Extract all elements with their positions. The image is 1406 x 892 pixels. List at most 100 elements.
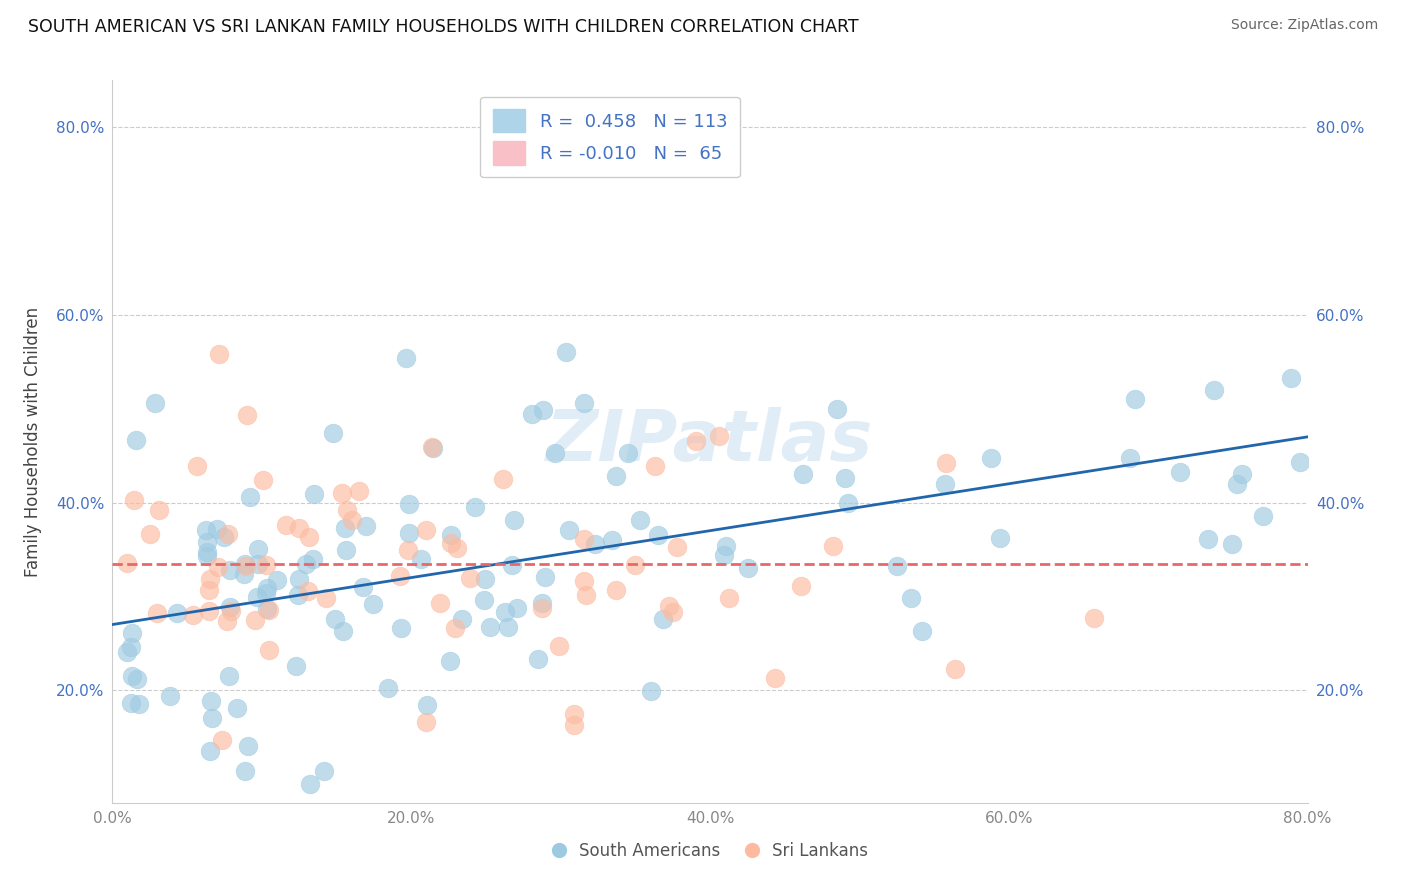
Point [1123,392,1146,407]
Point [315,591,337,605]
Point [205,522,228,536]
Point [479,620,502,634]
Text: Source: ZipAtlas.com: Source: ZipAtlas.com [1230,18,1378,32]
Point [252,473,274,487]
Y-axis label: Family Households with Children: Family Households with Children [24,307,42,576]
Point [221,604,243,618]
Point [935,456,957,470]
Point [243,613,266,627]
Point [494,605,516,619]
Point [120,640,142,654]
Point [911,624,934,639]
Point [943,662,966,676]
Point [934,477,956,491]
Point [640,684,662,698]
Point [398,526,420,541]
Point [572,574,595,588]
Point [236,409,259,423]
Point [716,540,738,554]
Point [295,558,318,572]
Point [215,614,238,628]
Point [628,513,651,527]
Point [506,601,529,615]
Point [211,732,233,747]
Point [440,527,463,541]
Point [388,569,411,583]
Point [415,523,437,537]
Point [200,694,222,708]
Point [195,545,218,559]
Point [198,572,221,586]
Point [352,580,374,594]
Point [623,558,645,573]
Point [1083,610,1105,624]
Point [737,561,759,575]
Text: ZIPatlas: ZIPatlas [547,407,873,476]
Point [531,600,554,615]
Point [547,640,569,654]
Point [256,581,278,595]
Point [446,541,468,555]
Point [186,458,208,473]
Point [247,557,270,571]
Point [527,652,550,666]
Point [225,700,247,714]
Point [340,513,363,527]
Point [440,536,463,550]
Point [233,558,256,572]
Point [886,559,908,574]
Point [572,396,595,410]
Point [117,556,139,570]
Point [520,407,543,421]
Point [207,560,229,574]
Point [274,518,297,533]
Point [301,551,323,566]
Text: SOUTH AMERICAN VS SRI LANKAN FAMILY HOUSEHOLDS WITH CHILDREN CORRELATION CHART: SOUTH AMERICAN VS SRI LANKAN FAMILY HOUS… [28,18,859,36]
Point [117,645,139,659]
Point [662,605,685,619]
Point [825,402,848,417]
Point [396,542,419,557]
Point [834,471,856,485]
Point [709,429,731,443]
Point [464,500,486,515]
Point [259,643,281,657]
Point [297,583,319,598]
Point [644,459,666,474]
Point [574,533,596,547]
Point [823,539,845,553]
Point [1197,533,1219,547]
Point [900,591,922,606]
Point [288,520,311,534]
Point [558,524,581,538]
Point [148,503,170,517]
Point [312,764,335,778]
Point [330,486,353,500]
Point [121,669,143,683]
Point [718,591,741,606]
Point [790,579,813,593]
Point [332,624,354,639]
Point [1202,384,1225,398]
Point [763,671,786,685]
Point [377,681,399,695]
Point [602,533,624,547]
Point [1226,476,1249,491]
Point [139,527,162,541]
Point [1251,508,1274,523]
Point [685,434,707,448]
Point [416,698,439,712]
Point [195,534,218,549]
Point [208,347,231,361]
Point [389,621,412,635]
Point [564,718,586,732]
Point [1279,371,1302,385]
Point [335,542,357,557]
Point [333,521,356,535]
Point [195,524,218,538]
Point [233,764,256,779]
Point [837,496,859,510]
Point [212,530,235,544]
Point [336,503,359,517]
Point [256,601,278,615]
